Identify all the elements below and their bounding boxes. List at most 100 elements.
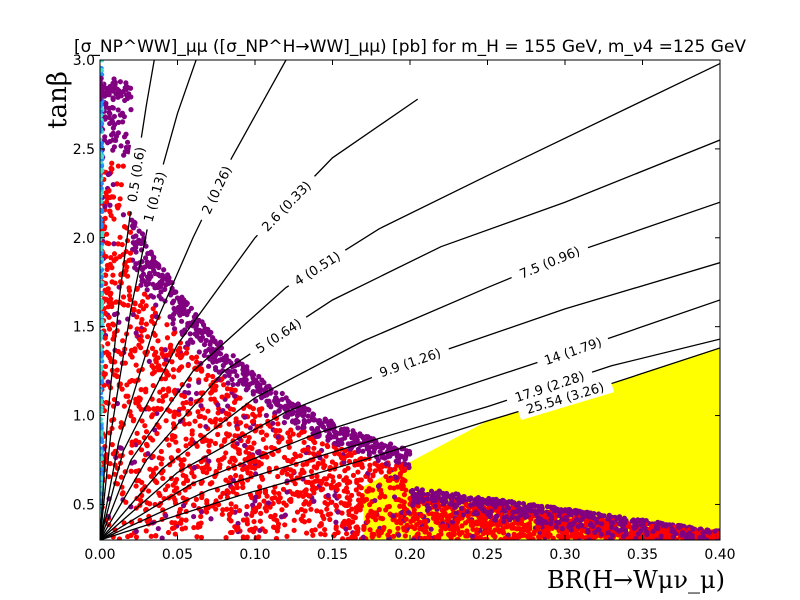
scatter-point [171,488,177,494]
scatter-point [283,395,289,401]
scatter-point [245,385,251,391]
scatter-point [394,453,400,459]
scatter-point [417,519,423,525]
scatter-point [320,513,326,519]
scatter-point [522,510,528,516]
scatter-point [185,309,191,315]
scatter-point [418,489,424,495]
scatter-point [531,508,537,514]
scatter-point [150,382,156,389]
scatter-point [300,413,306,419]
scatter-point [401,492,407,498]
scatter-point [144,287,150,293]
scatter-point [176,411,182,418]
scatter-point [354,479,360,486]
scatter-point [298,506,305,513]
scatter-point [243,423,249,429]
scatter-point [213,367,219,373]
scatter-point [144,500,150,506]
scatter-point [350,472,357,478]
scatter-point [120,212,127,218]
scatter-point [165,386,172,392]
scatter-point [281,454,288,460]
scatter-point [100,173,103,178]
scatter-point [186,383,192,389]
scatter-point [143,321,149,327]
scatter-point [100,215,103,220]
scatter-point [294,509,301,515]
scatter-point [102,335,108,341]
scatter-point [261,498,267,504]
scatter-point [237,420,244,426]
scatter-point [158,289,164,295]
scatter-point [314,473,320,479]
scatter-point [100,230,105,236]
scatter-point [290,456,296,463]
scatter-point [377,494,383,500]
scatter-point [120,338,126,344]
scatter-point [100,60,105,63]
scatter-point [585,527,591,533]
scatter-point [128,450,134,456]
scatter-point [102,116,108,122]
scatter-point [308,468,315,475]
scatter-point [395,459,402,465]
scatter-point [117,112,124,118]
scatter-point [469,518,475,525]
scatter-point [190,502,197,508]
scatter-point [398,465,404,471]
scatter-point [361,526,367,532]
scatter-point [206,442,212,448]
contour-line [100,62,720,540]
scatter-point [117,196,123,202]
scatter-point [178,462,184,468]
scatter-point [229,529,235,536]
scatter-point [716,532,720,538]
scatter-point [157,273,163,279]
scatter-point [409,523,415,530]
scatter-point [175,347,181,354]
scatter-point [313,485,319,491]
scatter-point [584,509,590,515]
scatter-point [115,94,121,100]
scatter-point [400,477,406,483]
scatter-point [198,432,204,438]
scatter-point [328,499,334,505]
scatter-point [284,466,290,472]
scatter-point [247,425,253,431]
scatter-point [509,499,515,505]
scatter-point [244,516,250,523]
scatter-point [605,530,611,536]
scatter-point [219,511,225,517]
scatter-point [127,250,134,256]
scatter-point [234,426,241,432]
scatter-point [138,320,144,326]
scatter-point [191,524,197,531]
scatter-point [143,282,150,288]
scatter-point [256,373,262,380]
scatter-point [311,498,317,504]
scatter-point [554,519,560,525]
scatter-point [132,265,138,271]
scatter-point [118,445,124,451]
scatter-point [406,464,412,471]
scatter-point [217,339,224,345]
scatter-point [181,393,188,400]
scatter-point [402,456,408,462]
scatter-point [531,529,537,535]
scatter-point [481,507,487,513]
scatter-point [138,406,144,412]
scatter-point [438,528,444,534]
scatter-point [251,458,258,465]
scatter-point [372,461,378,467]
contour-label-bg [534,330,611,372]
scatter-point [410,502,416,508]
scatter-point [183,350,190,356]
scatter-point [163,418,169,424]
scatter-point [352,462,358,468]
scatter-point [102,287,108,293]
scatter-point [410,492,416,499]
scatter-point [534,519,541,525]
scatter-point [244,521,251,527]
scatter-point [594,519,600,525]
